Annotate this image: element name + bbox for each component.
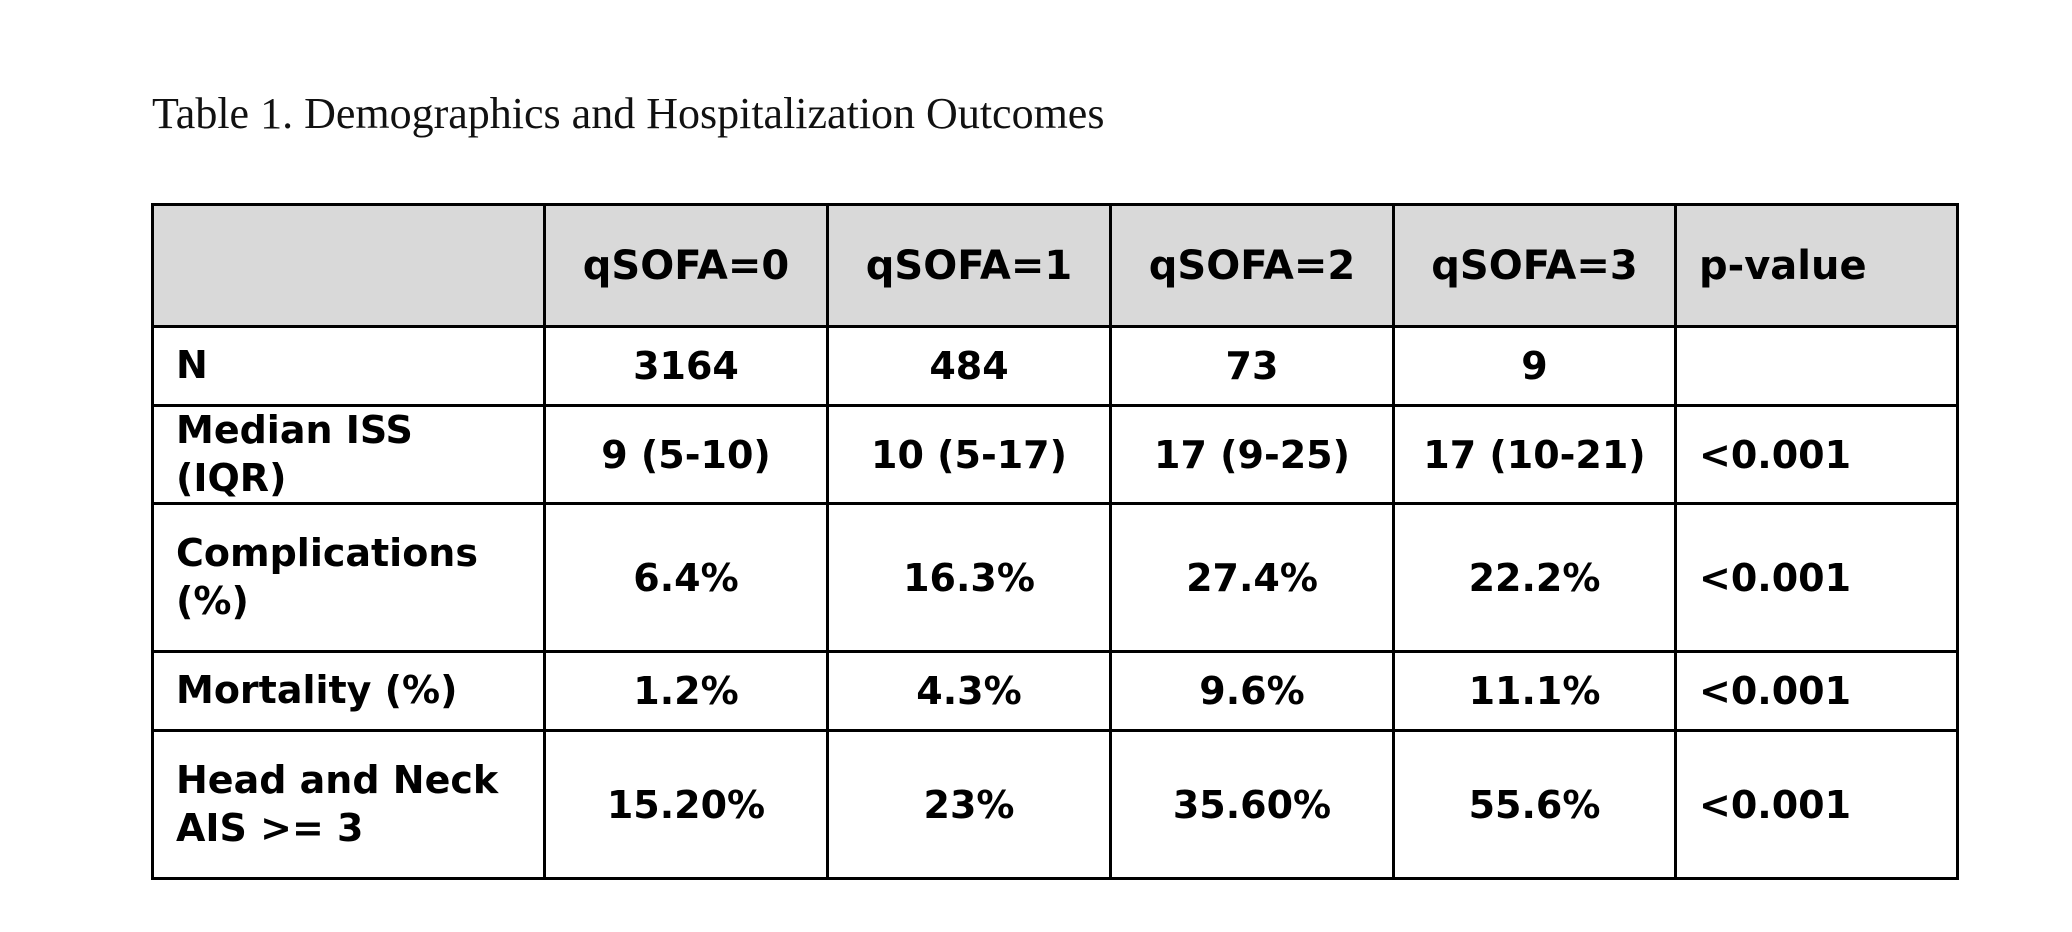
table-cell: 6.4%	[543, 502, 829, 653]
row-label-line: Mortality (%)	[176, 668, 458, 713]
header-cell-qsofa-0: qSOFA=0	[543, 203, 829, 328]
table-header: qSOFA=0 qSOFA=1 qSOFA=2 qSOFA=3 p-value	[151, 203, 1959, 328]
table-cell: <0.001	[1674, 650, 1959, 732]
header-cell-empty	[151, 203, 546, 328]
row-label: N	[151, 325, 546, 407]
table-cell: 9 (5-10)	[543, 404, 829, 505]
table-cell: 73	[1109, 325, 1395, 407]
table-cell: 55.6%	[1392, 729, 1677, 880]
table-cell: 484	[826, 325, 1112, 407]
row-label: Median ISS (IQR)	[151, 404, 546, 505]
header-cell-qsofa-3: qSOFA=3	[1392, 203, 1677, 328]
table-cell	[1674, 325, 1959, 407]
header-row: qSOFA=0 qSOFA=1 qSOFA=2 qSOFA=3 p-value	[151, 203, 1959, 328]
row-label-line: Complications	[176, 531, 478, 575]
row-label-line: N	[176, 343, 208, 388]
row-label-line: AIS >= 3	[176, 805, 364, 850]
table-cell: <0.001	[1674, 502, 1959, 653]
table-cell: 17 (9-25)	[1109, 404, 1395, 505]
header-cell-qsofa-1: qSOFA=1	[826, 203, 1112, 328]
table-cell: 10 (5-17)	[826, 404, 1112, 505]
table-cell: 4.3%	[826, 650, 1112, 732]
table-cell: 15.20%	[543, 729, 829, 880]
header-cell-qsofa-2: qSOFA=2	[1109, 203, 1395, 328]
row-label: Mortality (%)	[151, 650, 546, 732]
row-label-line: Median ISS (IQR)	[176, 408, 413, 500]
table-cell: 35.60%	[1109, 729, 1395, 880]
table-cell: 23%	[826, 729, 1112, 880]
table-cell: 9.6%	[1109, 650, 1395, 732]
table-cell: 16.3%	[826, 502, 1112, 653]
table-row-n: N 3164 484 73 9	[151, 325, 1959, 407]
table-cell: 11.1%	[1392, 650, 1677, 732]
table-cell: 17 (10-21)	[1392, 404, 1677, 505]
row-label: Complications (%)	[151, 502, 546, 653]
demographics-table: qSOFA=0 qSOFA=1 qSOFA=2 qSOFA=3 p-value …	[151, 203, 1959, 880]
row-label-line: (%)	[176, 578, 249, 623]
table-cell: <0.001	[1674, 404, 1959, 505]
table-row-median-iss: Median ISS (IQR) 9 (5-10) 10 (5-17) 17 (…	[151, 404, 1959, 505]
table-row-complications: Complications (%) 6.4% 16.3% 27.4% 22.2% …	[151, 502, 1959, 653]
table-cell: 3164	[543, 325, 829, 407]
table-row-head-neck-ais: Head and Neck AIS >= 3 15.20% 23% 35.60% …	[151, 729, 1959, 880]
row-label-line: Head and Neck	[176, 758, 499, 802]
table-cell: 27.4%	[1109, 502, 1395, 653]
table-body: N 3164 484 73 9 Median ISS (IQR) 9 (5-10…	[151, 325, 1959, 880]
table-cell: 1.2%	[543, 650, 829, 732]
table-row-mortality: Mortality (%) 1.2% 4.3% 9.6% 11.1% <0.00…	[151, 650, 1959, 732]
table-caption: Table 1. Demographics and Hospitalizatio…	[152, 89, 1105, 138]
row-label: Head and Neck AIS >= 3	[151, 729, 546, 880]
table-cell: <0.001	[1674, 729, 1959, 880]
header-cell-p-value: p-value	[1674, 203, 1959, 328]
table-cell: 22.2%	[1392, 502, 1677, 653]
table-cell: 9	[1392, 325, 1677, 407]
